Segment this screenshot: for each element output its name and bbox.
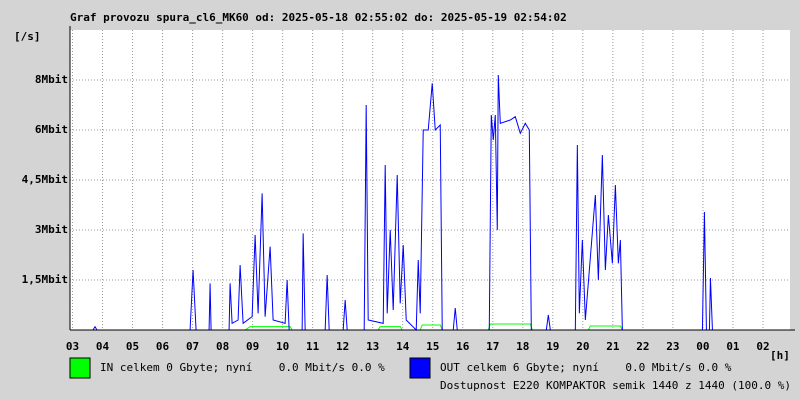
legend-swatch <box>409 357 431 379</box>
y-tick-label: 4,5Mbit <box>22 173 68 186</box>
y-tick-label: 1,5Mbit <box>22 273 68 286</box>
chart-title: Graf provozu spura_cl6_MK60 od: 2025-05-… <box>70 11 567 24</box>
x-tick-label: 04 <box>96 340 110 353</box>
y-tick-label: 6Mbit <box>35 123 68 136</box>
x-tick-label: 05 <box>126 340 139 353</box>
series-line <box>70 74 790 332</box>
series-line <box>70 323 790 331</box>
x-tick-label: 18 <box>516 340 529 353</box>
x-tick-label: 19 <box>546 340 559 353</box>
x-tick-label: 13 <box>366 340 379 353</box>
y-tick-label: 8Mbit <box>35 73 68 86</box>
x-axis-label: [h] <box>770 349 790 362</box>
legend-swatch <box>69 357 91 379</box>
x-tick-label: 07 <box>186 340 199 353</box>
x-tick-label: 14 <box>396 340 410 353</box>
x-tick-label: 15 <box>426 340 439 353</box>
x-tick-label: 20 <box>576 340 589 353</box>
x-tick-label: 22 <box>636 340 649 353</box>
x-tick-label: 12 <box>336 340 349 353</box>
x-tick-label: 02 <box>756 340 769 353</box>
x-tick-label: 00 <box>696 340 709 353</box>
y-tick-label: 3Mbit <box>35 223 68 236</box>
x-tick-label: 01 <box>726 340 740 353</box>
x-tick-label: 16 <box>456 340 470 353</box>
x-tick-label: 09 <box>246 340 259 353</box>
availability-note: Dostupnost E220 KOMPAKTOR semik 1440 z 1… <box>440 379 791 392</box>
x-tick-label: 23 <box>666 340 679 353</box>
x-tick-label: 06 <box>156 340 170 353</box>
x-tick-label: 11 <box>306 340 320 353</box>
x-tick-label: 21 <box>606 340 620 353</box>
y-axis-label: [/s] <box>14 30 41 43</box>
x-tick-label: 08 <box>216 340 229 353</box>
x-tick-label: 17 <box>486 340 499 353</box>
legend-label: OUT celkem 6 Gbyte; nyní 0.0 Mbit/s 0.0 … <box>440 361 732 374</box>
legend-label: IN celkem 0 Gbyte; nyní 0.0 Mbit/s 0.0 % <box>100 361 385 374</box>
x-tick-label: 03 <box>66 340 79 353</box>
x-tick-label: 10 <box>276 340 289 353</box>
